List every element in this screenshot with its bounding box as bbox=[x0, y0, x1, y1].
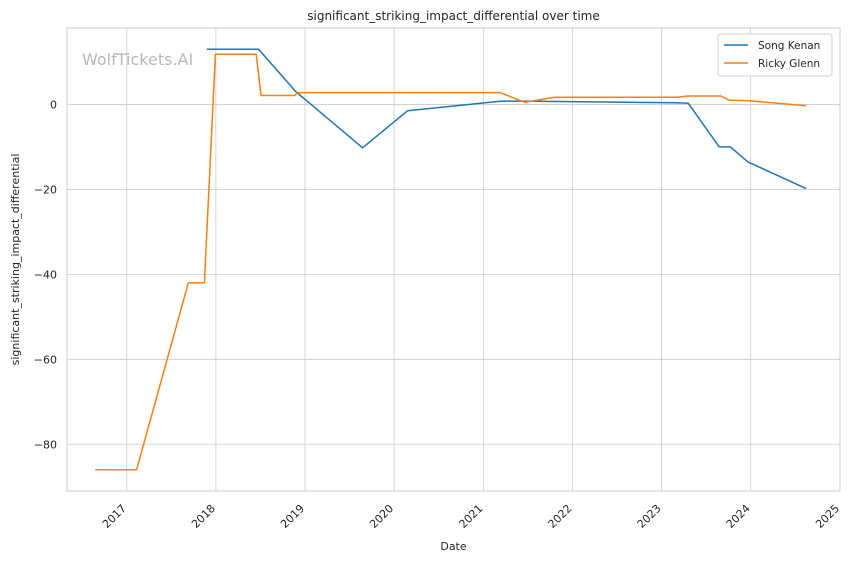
y-tick-label: −60 bbox=[34, 353, 57, 366]
y-tick-label: −40 bbox=[34, 268, 57, 281]
x-tick-label: 2021 bbox=[457, 502, 486, 531]
chart-title: significant_striking_impact_differential… bbox=[307, 9, 599, 23]
x-tick-label: 2018 bbox=[189, 502, 218, 531]
watermark-text: WolfTickets.AI bbox=[82, 50, 193, 69]
x-tick-label: 2024 bbox=[724, 502, 753, 531]
x-tick-label: 2020 bbox=[367, 502, 396, 531]
y-tick-label: 0 bbox=[50, 98, 57, 111]
y-axis-label: significant_striking_impact_differential bbox=[9, 154, 22, 366]
y-tick-label: −80 bbox=[34, 438, 57, 451]
plot-area bbox=[66, 27, 841, 492]
x-tick-label: 2023 bbox=[635, 502, 664, 531]
series-line-1 bbox=[95, 53, 807, 471]
legend-label-ricky-glenn: Ricky Glenn bbox=[758, 58, 820, 70]
legend: Song Kenan Ricky Glenn bbox=[717, 33, 833, 77]
x-tick-label: 2017 bbox=[100, 502, 129, 531]
x-tick-label: 2022 bbox=[546, 502, 575, 531]
x-tick-label: 2019 bbox=[278, 502, 307, 531]
x-axis-label: Date bbox=[440, 540, 467, 553]
legend-label-song-kenan: Song Kenan bbox=[758, 40, 820, 52]
series-lines bbox=[95, 48, 807, 471]
x-tick-label: 2025 bbox=[813, 502, 842, 531]
y-tick-label: −20 bbox=[34, 183, 57, 196]
grid-lines bbox=[67, 28, 841, 491]
